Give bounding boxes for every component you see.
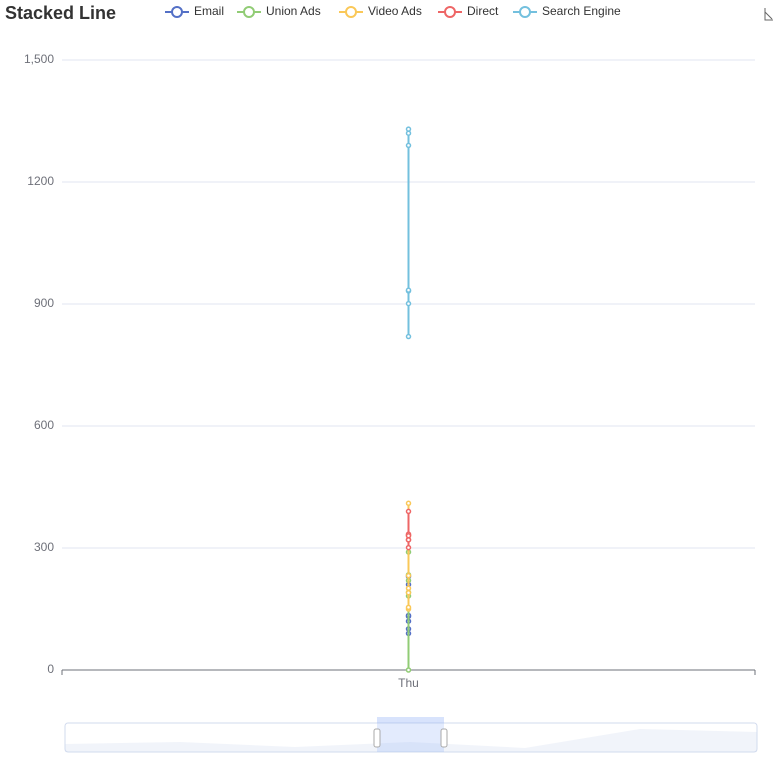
point [405, 544, 412, 551]
zoom-shadow [65, 729, 757, 752]
y-tick-label: 1200 [27, 174, 54, 188]
zoom-icon[interactable] [764, 8, 773, 21]
legend-item[interactable]: Direct [438, 4, 499, 18]
point [405, 142, 412, 149]
y-tick-label: 1,500 [24, 52, 54, 66]
point [405, 130, 412, 136]
point [405, 572, 412, 579]
point [405, 604, 412, 611]
point [405, 589, 412, 596]
zoom-window[interactable] [377, 723, 444, 752]
legend-icon [444, 6, 456, 18]
legend-label: Union Ads [266, 4, 321, 18]
point [405, 508, 412, 515]
point [405, 667, 412, 673]
point [405, 300, 412, 307]
toolbox-icon[interactable] [764, 8, 773, 21]
point [405, 585, 412, 592]
legend-label: Search Engine [542, 4, 621, 18]
point [405, 333, 412, 340]
legend-icon [345, 6, 357, 18]
zoom-frame [64, 722, 758, 753]
legend-item[interactable]: Union Ads [237, 4, 321, 18]
zoom-move-handle[interactable] [377, 717, 444, 723]
point [405, 287, 412, 293]
legend-icon [171, 6, 183, 18]
legend-label: Direct [467, 4, 499, 18]
legend-item[interactable]: Search Engine [513, 4, 621, 18]
chart-title: Stacked Line [5, 3, 116, 23]
legend-label: Video Ads [368, 4, 422, 18]
legend-item[interactable]: Email [165, 4, 224, 18]
legend-icon [243, 6, 255, 18]
data-zoom[interactable] [64, 717, 758, 753]
zoom-handle[interactable] [440, 728, 448, 748]
zoom-handle[interactable] [373, 728, 381, 748]
legend-item[interactable]: Video Ads [339, 4, 422, 18]
y-tick-label: 900 [34, 296, 54, 310]
y-tick-label: 600 [34, 418, 54, 432]
y-tick-label: 0 [47, 662, 54, 676]
legend-icon [519, 6, 531, 18]
point [405, 537, 412, 543]
legend-label: Email [194, 4, 224, 18]
x-tick-label: Thu [398, 676, 419, 690]
y-tick-label: 300 [34, 540, 54, 554]
point [405, 500, 412, 507]
